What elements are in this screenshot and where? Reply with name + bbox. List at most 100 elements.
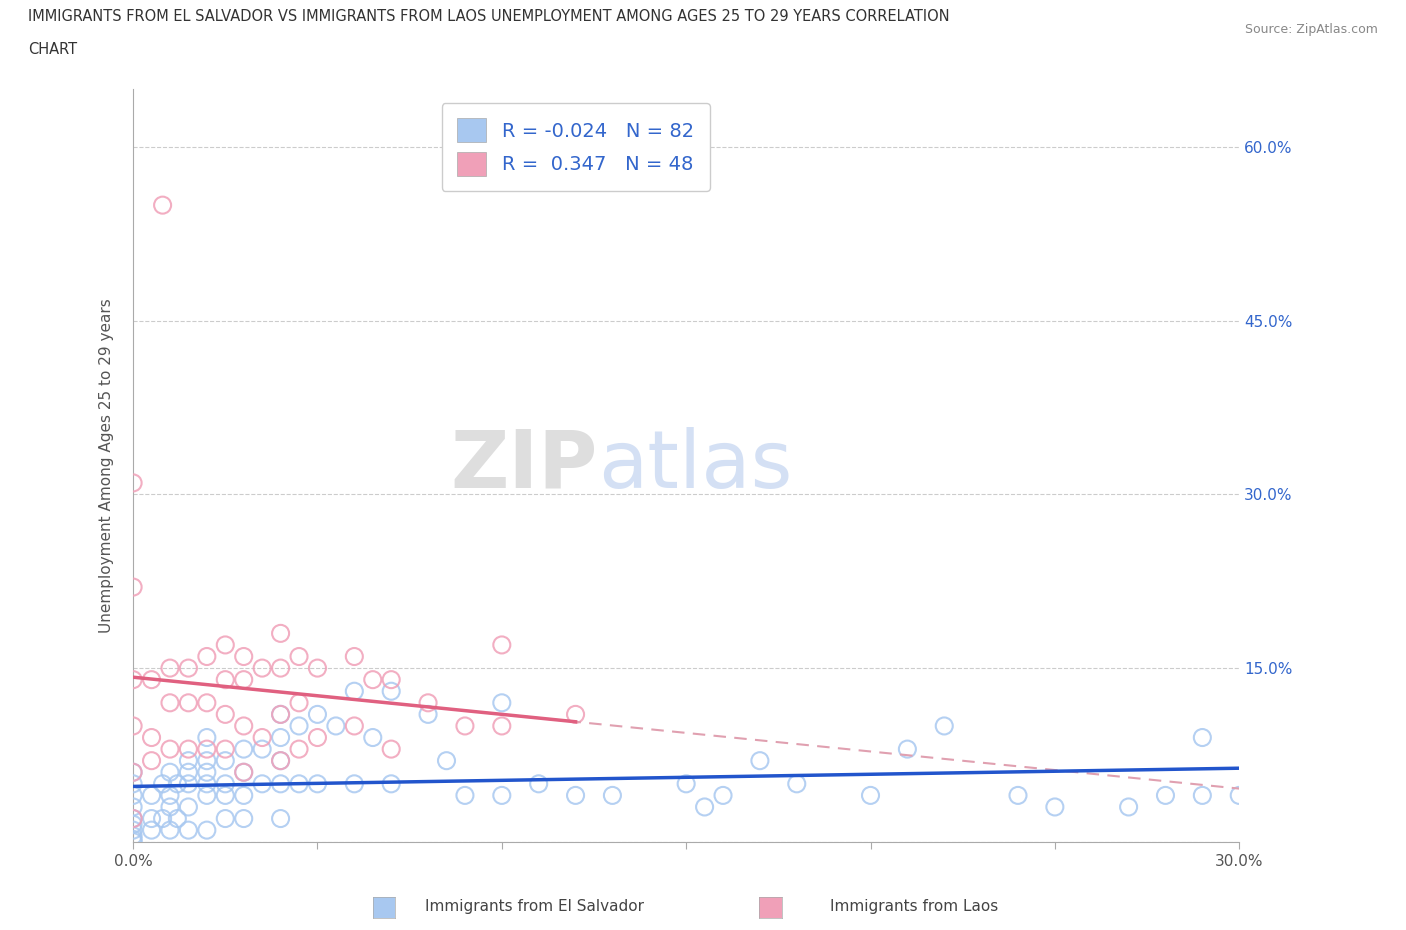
Point: [214, 637, 236, 652]
Point: [250, 741, 273, 756]
Point: [1007, 788, 1029, 803]
Point: [122, 788, 145, 803]
Point: [214, 753, 236, 768]
Point: [177, 660, 200, 675]
Point: [122, 719, 145, 734]
Point: [250, 777, 273, 791]
Point: [232, 672, 254, 687]
Point: [232, 788, 254, 803]
Text: ZIP: ZIP: [450, 427, 598, 505]
Point: [748, 753, 770, 768]
Point: [177, 764, 200, 779]
Point: [122, 811, 145, 826]
Point: [122, 579, 145, 594]
Point: [232, 764, 254, 779]
Point: [380, 684, 402, 698]
Point: [1154, 788, 1177, 803]
Point: [270, 753, 292, 768]
Point: [214, 741, 236, 756]
Point: [141, 730, 163, 745]
Point: [177, 696, 200, 711]
Point: [214, 777, 236, 791]
Point: [270, 707, 292, 722]
Legend: R = -0.024   N = 82, R =  0.347   N = 48: R = -0.024 N = 82, R = 0.347 N = 48: [441, 103, 710, 192]
Point: [250, 730, 273, 745]
Point: [288, 741, 311, 756]
Point: [177, 800, 200, 815]
Point: [270, 777, 292, 791]
Point: [232, 719, 254, 734]
Point: [786, 777, 808, 791]
Point: [454, 719, 477, 734]
Point: [288, 649, 311, 664]
Point: [934, 719, 956, 734]
Point: [152, 811, 174, 826]
Text: Immigrants from El Salvador: Immigrants from El Salvador: [425, 899, 644, 914]
Point: [152, 777, 174, 791]
Point: [491, 719, 513, 734]
Point: [564, 788, 586, 803]
Point: [122, 764, 145, 779]
Point: [141, 811, 163, 826]
Point: [675, 777, 697, 791]
Point: [232, 649, 254, 664]
Point: [159, 823, 181, 838]
Point: [159, 788, 181, 803]
Point: [859, 788, 882, 803]
Point: [307, 660, 329, 675]
Point: [380, 777, 402, 791]
Point: [195, 649, 218, 664]
Point: [122, 817, 145, 831]
Point: [159, 741, 181, 756]
Point: [122, 672, 145, 687]
Point: [177, 753, 200, 768]
Point: [343, 719, 366, 734]
Point: [454, 788, 477, 803]
Point: [491, 696, 513, 711]
Point: [122, 811, 145, 826]
Point: [166, 811, 188, 826]
Point: [177, 741, 200, 756]
Point: [325, 719, 347, 734]
Point: [166, 777, 188, 791]
Point: [527, 777, 550, 791]
Point: [122, 777, 145, 791]
Point: [214, 707, 236, 722]
Point: [361, 672, 384, 687]
Point: [141, 753, 163, 768]
Text: CHART: CHART: [28, 42, 77, 57]
Point: [195, 730, 218, 745]
Point: [896, 741, 918, 756]
Point: [232, 741, 254, 756]
Point: [1118, 800, 1140, 815]
Point: [122, 829, 145, 844]
Point: [380, 741, 402, 756]
Point: [491, 788, 513, 803]
Point: [232, 764, 254, 779]
Point: [270, 660, 292, 675]
Point: [711, 788, 734, 803]
Point: [195, 777, 218, 791]
Point: [122, 764, 145, 779]
Text: Source: ZipAtlas.com: Source: ZipAtlas.com: [1244, 23, 1378, 36]
Point: [195, 823, 218, 838]
Point: [177, 823, 200, 838]
Point: [1191, 788, 1213, 803]
Point: [361, 730, 384, 745]
Text: Immigrants from Laos: Immigrants from Laos: [830, 899, 998, 914]
Point: [141, 672, 163, 687]
Point: [141, 823, 163, 838]
Text: IMMIGRANTS FROM EL SALVADOR VS IMMIGRANTS FROM LAOS UNEMPLOYMENT AMONG AGES 25 T: IMMIGRANTS FROM EL SALVADOR VS IMMIGRANT…: [28, 9, 949, 24]
Point: [1043, 800, 1066, 815]
Point: [214, 788, 236, 803]
Point: [250, 660, 273, 675]
Point: [270, 707, 292, 722]
Point: [214, 811, 236, 826]
Point: [195, 753, 218, 768]
Point: [288, 719, 311, 734]
Point: [152, 198, 174, 213]
Point: [270, 811, 292, 826]
Point: [159, 696, 181, 711]
Point: [195, 696, 218, 711]
Point: [343, 777, 366, 791]
